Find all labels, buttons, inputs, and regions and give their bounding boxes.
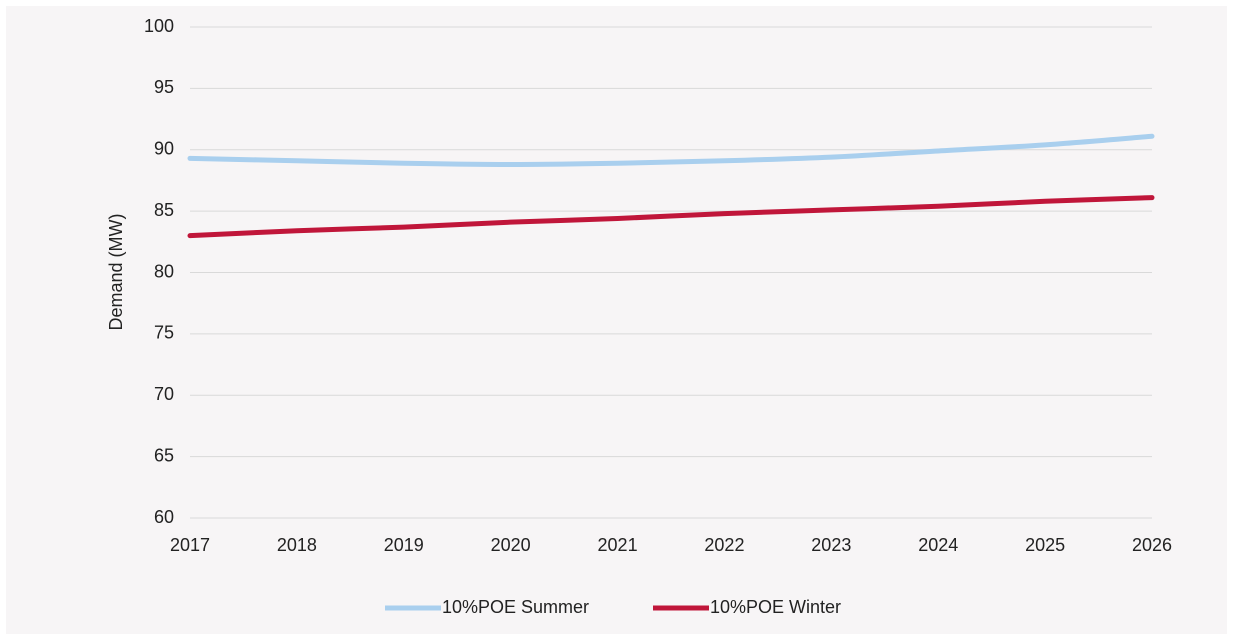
- y-tick-label: 80: [154, 261, 174, 281]
- y-tick-label: 95: [154, 77, 174, 97]
- chart-background: [6, 6, 1227, 634]
- x-tick-label: 2017: [170, 535, 210, 555]
- x-tick-label: 2024: [918, 535, 958, 555]
- x-tick-label: 2021: [598, 535, 638, 555]
- y-tick-label: 100: [144, 16, 174, 36]
- x-tick-label: 2018: [277, 535, 317, 555]
- data-line: [187, 133, 1155, 167]
- x-tick-label: 2023: [811, 535, 851, 555]
- x-tick-label: 2026: [1132, 535, 1172, 555]
- x-tick-label: 2020: [491, 535, 531, 555]
- data-line: [187, 195, 1155, 239]
- x-tick-label: 2025: [1025, 535, 1065, 555]
- y-tick-label: 70: [154, 384, 174, 404]
- x-tick-label: 2019: [384, 535, 424, 555]
- y-tick-label: 65: [154, 445, 174, 465]
- y-tick-label: 85: [154, 200, 174, 220]
- y-tick-label: 75: [154, 323, 174, 343]
- legend-label: 10%POE Summer: [442, 597, 589, 617]
- x-tick-label: 2022: [704, 535, 744, 555]
- y-tick-label: 60: [154, 507, 174, 527]
- legend-label: 10%POE Winter: [710, 597, 841, 617]
- y-tick-label: 90: [154, 139, 174, 159]
- y-axis-label: Demand (MW): [106, 213, 126, 330]
